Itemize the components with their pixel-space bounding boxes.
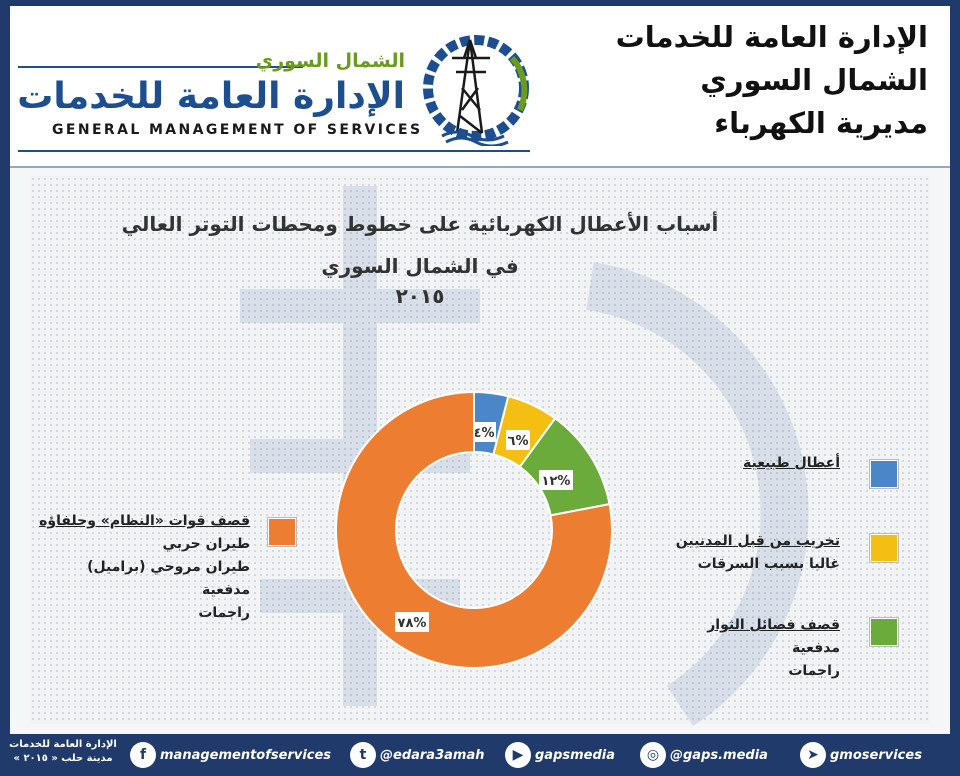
facebook-icon: f [130,742,156,768]
header: الإدارة العامة للخدمات الشمال السوري مدي… [10,6,950,166]
logo: الشمال السوري الإدارة العامة للخدمات GEN… [17,26,530,152]
social-handle: gmoservices [830,747,922,763]
legend-label: قصف قوات «النظام» وحلفاؤه [39,513,250,529]
legend-sublabel: طيران مروحي (براميل) [87,559,250,575]
footer-org-city: مدينة حلب « ٢٠١٥ » [13,753,113,764]
logo-english-title: GENERAL MANAGEMENT OF SERVICES [52,122,423,138]
chart-title-line-1: أسباب الأعطال الكهربائية على خطوط ومحطات… [121,212,719,236]
legend-sublabel: مدفعية [201,582,250,598]
legend-sublabel: راجمات [788,663,840,679]
logo-top-rule [18,66,303,68]
header-divider [10,166,950,168]
legend-sublabel: طيران حربي [162,536,250,552]
social-link[interactable]: f managementofservices [130,740,331,770]
legend-sublabel: راجمات [198,605,250,621]
header-title-line-3: مديرية الكهرباء [714,106,928,140]
header-title-line-1: الإدارة العامة للخدمات [615,20,928,54]
social-handle: managementofservices [160,747,332,763]
header-title-line-2: الشمال السوري [700,63,928,97]
social-link[interactable]: ▶ gapsmedia [505,740,615,770]
telegram-icon: ➤ [800,742,826,768]
twitter-icon: t [350,742,376,768]
legend-sublabel: غالبا بسبب السرقات [697,556,840,572]
logo-arabic-subtitle: الشمال السوري [255,50,405,72]
chart-title-line-2: في الشمال السوري [321,254,519,278]
legend-sublabel: مدفعية [791,640,840,656]
legend-label: تخريب من قبل المدنيين [675,533,840,549]
social-handle: @edara3amah [380,747,485,763]
pylon-gear-emblem-icon [423,35,529,146]
social-link[interactable]: t @edara3amah [350,740,484,770]
legend-item: أعطال طبيعية [743,452,840,475]
footer-org-name: الإدارة العامة للخدمات [9,739,117,750]
legend-swatch [870,618,898,646]
chart-title-line-3: ٢٠١٥ [395,284,445,308]
footer-org: الإدارة العامة للخدمات مدينة حلب « ٢٠١٥ … [2,738,124,766]
logo-arabic-title: الإدارة العامة للخدمات [17,76,405,117]
legend-swatch [870,534,898,562]
logo-bottom-rule [18,150,530,152]
social-handle: @gaps.media [670,747,768,763]
social-handle: gapsmedia [535,747,616,763]
legend-item: قصف فصائل الثوار مدفعية راجمات [707,614,840,683]
youtube-icon: ▶ [505,742,531,768]
social-link[interactable]: ◎ @gaps.media [640,740,768,770]
legend-label: قصف فصائل الثوار [707,617,840,633]
legend-swatch [268,518,296,546]
instagram-icon: ◎ [640,742,666,768]
social-link[interactable]: ➤ gmoservices [800,740,922,770]
legend-item: قصف قوات «النظام» وحلفاؤه طيران حربي طيران… [39,510,250,625]
legend-label: أعطال طبيعية [742,455,840,471]
legend-swatch [870,460,898,488]
legend-item: تخريب من قبل المدنيين غالبا بسبب السرقات [676,530,840,576]
